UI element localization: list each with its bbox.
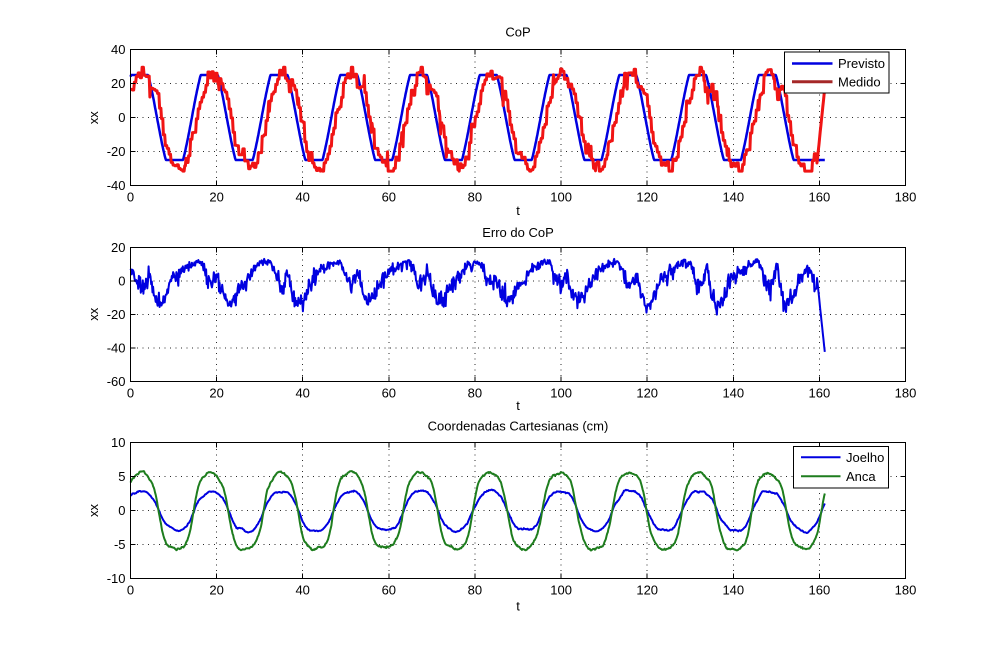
svg-text:80: 80 [468,386,482,401]
svg-text:120: 120 [636,190,658,205]
svg-text:0: 0 [127,583,134,598]
svg-text:0: 0 [118,274,125,289]
svg-text:-60: -60 [107,374,126,389]
svg-text:140: 140 [722,386,744,401]
svg-text:20: 20 [209,386,223,401]
svg-text:20: 20 [111,76,125,91]
svg-text:Coordenadas Cartesianas (cm): Coordenadas Cartesianas (cm) [428,419,609,434]
svg-text:80: 80 [468,190,482,205]
svg-text:Anca: Anca [846,469,876,484]
svg-text:-40: -40 [107,178,126,193]
svg-text:160: 160 [809,386,831,401]
svg-text:40: 40 [295,583,309,598]
svg-text:-20: -20 [107,144,126,159]
svg-text:180: 180 [895,583,917,598]
svg-text:-5: -5 [114,537,126,552]
svg-text:t: t [516,398,520,413]
svg-text:xx: xx [86,504,101,518]
svg-text:Medido: Medido [838,74,881,89]
svg-text:180: 180 [895,386,917,401]
svg-text:20: 20 [209,583,223,598]
svg-text:-20: -20 [107,307,126,322]
svg-text:120: 120 [636,386,658,401]
svg-text:5: 5 [118,469,125,484]
svg-text:160: 160 [809,583,831,598]
svg-text:0: 0 [118,110,125,125]
svg-text:40: 40 [295,190,309,205]
svg-text:-40: -40 [107,341,126,356]
svg-text:Previsto: Previsto [838,56,885,71]
svg-text:80: 80 [468,583,482,598]
svg-text:0: 0 [118,503,125,518]
svg-text:100: 100 [550,583,572,598]
svg-text:0: 0 [127,190,134,205]
svg-text:10: 10 [111,435,125,450]
svg-text:20: 20 [209,190,223,205]
svg-text:180: 180 [895,190,917,205]
svg-text:100: 100 [550,190,572,205]
svg-text:Erro do CoP: Erro do CoP [482,225,554,240]
svg-text:CoP: CoP [505,25,530,40]
svg-text:140: 140 [722,190,744,205]
svg-text:xx: xx [86,111,101,125]
svg-text:xx: xx [86,307,101,321]
svg-text:60: 60 [382,386,396,401]
svg-text:-10: -10 [107,571,126,586]
svg-text:t: t [516,203,520,218]
svg-text:0: 0 [127,386,134,401]
svg-text:t: t [516,599,520,614]
svg-text:Joelho: Joelho [846,450,884,465]
svg-text:100: 100 [550,386,572,401]
svg-text:60: 60 [382,583,396,598]
svg-text:140: 140 [722,583,744,598]
svg-text:40: 40 [295,386,309,401]
svg-text:160: 160 [809,190,831,205]
svg-text:60: 60 [382,190,396,205]
svg-text:120: 120 [636,583,658,598]
svg-text:40: 40 [111,42,125,57]
svg-text:20: 20 [111,240,125,255]
